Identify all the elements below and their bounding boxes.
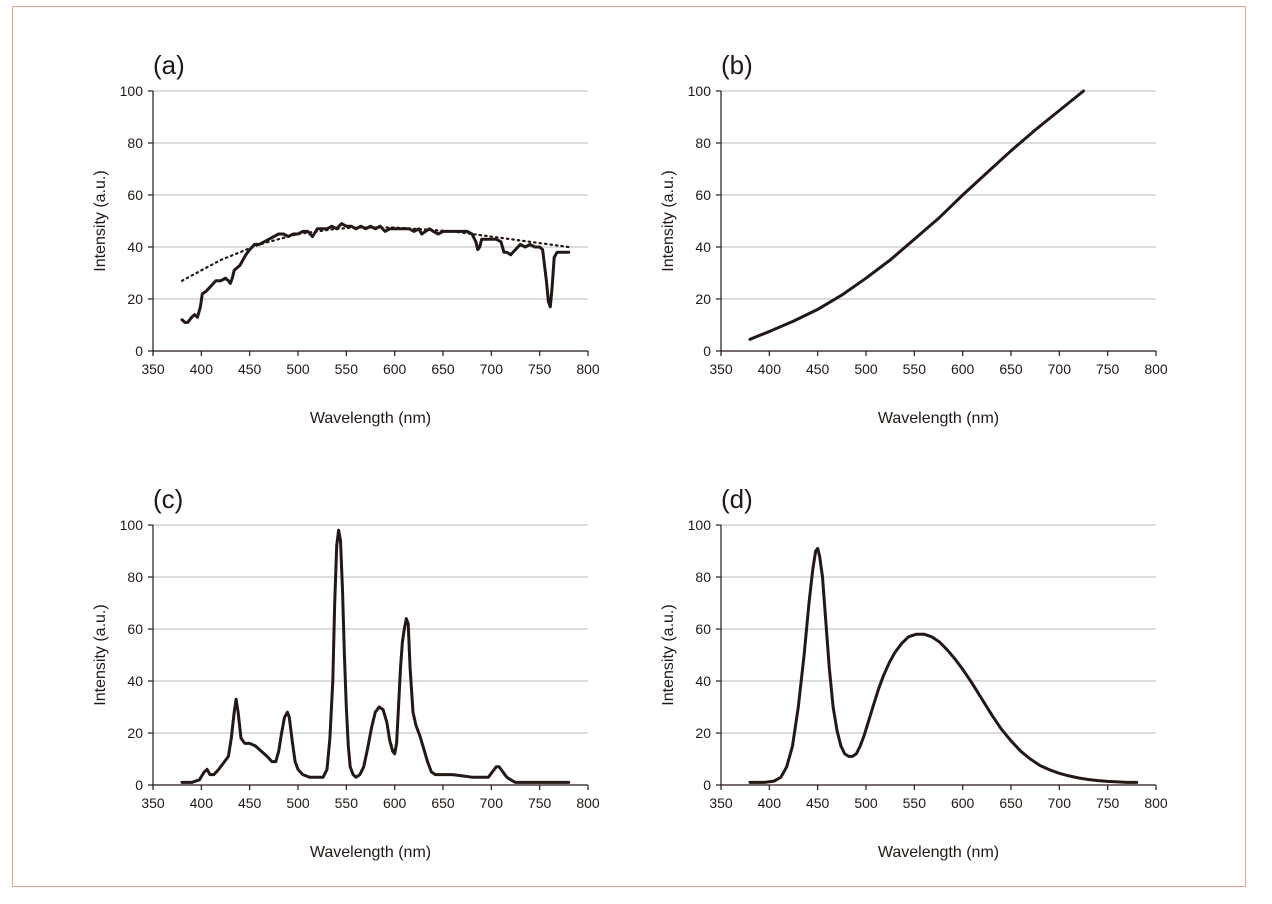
panel-label: (b) [721, 50, 753, 80]
x-tick-label: 750 [1096, 361, 1120, 377]
y-tick-label: 0 [135, 343, 143, 359]
y-tick-label: 80 [695, 569, 711, 585]
x-axis-label: Wavelength (nm) [310, 410, 431, 427]
x-tick-label: 500 [286, 795, 310, 811]
y-tick-label: 100 [120, 83, 144, 99]
y-tick-label: 0 [703, 343, 711, 359]
x-tick-label: 450 [238, 795, 262, 811]
x-tick-label: 650 [999, 361, 1023, 377]
y-tick-label: 60 [127, 187, 143, 203]
chart-panel-4: 0 20 40 60 80 100 350 400 450 500 550 600 650 700 750 8… [660, 484, 1168, 861]
x-tick-label: 700 [1048, 361, 1072, 377]
y-tick-label: 100 [688, 517, 712, 533]
x-tick-label: 700 [1048, 795, 1072, 811]
spectrum-line [180, 222, 571, 324]
figure-frame [12, 6, 1246, 887]
y-tick-label: 20 [127, 725, 143, 741]
y-tick-label: 40 [127, 239, 143, 255]
y-axis-label: Intensity (a.u.) [660, 604, 677, 705]
x-axis-label: Wavelength (nm) [878, 410, 999, 427]
x-tick-label: 500 [854, 361, 878, 377]
x-tick-label: 650 [999, 795, 1023, 811]
y-tick-label: 60 [695, 187, 711, 203]
x-tick-label: 700 [480, 361, 504, 377]
y-tick-label: 20 [695, 725, 711, 741]
x-tick-label: 550 [335, 795, 359, 811]
spectrum-line [748, 546, 1139, 784]
x-tick-label: 800 [576, 361, 600, 377]
x-tick-label: 750 [1096, 795, 1120, 811]
spectrum-line [748, 89, 1085, 341]
x-tick-label: 450 [806, 795, 830, 811]
x-tick-label: 650 [431, 361, 455, 377]
y-axis-label: Intensity (a.u.) [660, 170, 677, 271]
panel-label: (d) [721, 484, 753, 514]
x-tick-label: 400 [758, 795, 782, 811]
y-axis-label: Intensity (a.u.) [92, 604, 109, 705]
x-tick-label: 350 [709, 795, 733, 811]
y-tick-label: 20 [695, 291, 711, 307]
x-tick-label: 800 [1144, 795, 1168, 811]
x-tick-label: 700 [480, 795, 504, 811]
x-tick-label: 550 [903, 361, 927, 377]
x-tick-label: 400 [190, 795, 214, 811]
x-axis-label: Wavelength (nm) [310, 844, 431, 861]
chart-panel-1: 0 20 40 60 80 100 350 400 450 500 550 600 650 700 750 8… [92, 50, 600, 427]
x-tick-label: 350 [141, 361, 165, 377]
y-tick-label: 40 [695, 239, 711, 255]
y-tick-label: 80 [127, 135, 143, 151]
y-tick-label: 0 [703, 777, 711, 793]
chart-panel-3: 0 20 40 60 80 100 350 400 450 500 550 600 650 700 750 8… [92, 484, 600, 861]
trend-line-dotted [180, 226, 570, 282]
y-axis-label: Intensity (a.u.) [92, 170, 109, 271]
y-tick-label: 80 [695, 135, 711, 151]
x-tick-label: 750 [528, 361, 552, 377]
x-tick-label: 600 [951, 361, 975, 377]
x-tick-label: 350 [141, 795, 165, 811]
x-tick-label: 600 [951, 795, 975, 811]
x-tick-label: 750 [528, 795, 552, 811]
y-tick-label: 100 [120, 517, 144, 533]
x-tick-label: 500 [854, 795, 878, 811]
x-tick-label: 450 [238, 361, 262, 377]
x-tick-label: 400 [190, 361, 214, 377]
x-tick-label: 800 [1144, 361, 1168, 377]
y-tick-label: 40 [695, 673, 711, 689]
spectrum-line [180, 528, 571, 784]
x-tick-label: 500 [286, 361, 310, 377]
x-tick-label: 350 [709, 361, 733, 377]
x-tick-label: 600 [383, 361, 407, 377]
x-tick-label: 650 [431, 795, 455, 811]
x-tick-label: 400 [758, 361, 782, 377]
panel-label: (c) [153, 484, 183, 514]
panel-label: (a) [153, 50, 185, 80]
y-tick-label: 20 [127, 291, 143, 307]
y-tick-label: 100 [688, 83, 712, 99]
x-tick-label: 600 [383, 795, 407, 811]
x-tick-label: 800 [576, 795, 600, 811]
y-tick-label: 80 [127, 569, 143, 585]
y-tick-label: 60 [695, 621, 711, 637]
y-tick-label: 40 [127, 673, 143, 689]
x-tick-label: 550 [335, 361, 359, 377]
y-tick-label: 0 [135, 777, 143, 793]
x-axis-label: Wavelength (nm) [878, 844, 999, 861]
y-tick-label: 60 [127, 621, 143, 637]
chart-panel-2: 0 20 40 60 80 100 350 400 450 500 550 600 650 700 750 8… [660, 50, 1168, 427]
x-tick-label: 450 [806, 361, 830, 377]
x-tick-label: 550 [903, 795, 927, 811]
